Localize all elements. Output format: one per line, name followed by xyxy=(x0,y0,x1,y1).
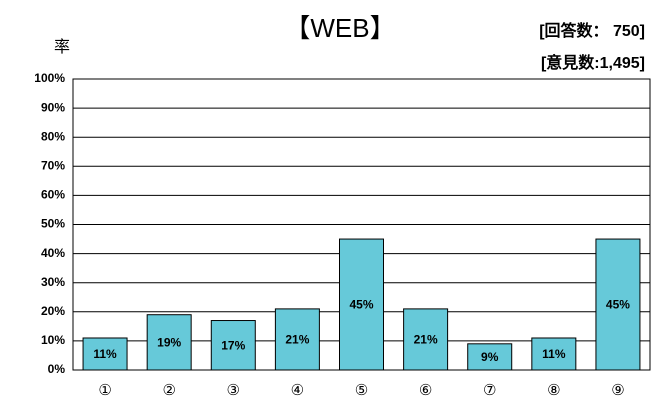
value-label: 11% xyxy=(542,347,566,361)
y-tick-label: 0% xyxy=(48,362,66,376)
bar xyxy=(403,308,449,371)
y-tick-label: 60% xyxy=(41,188,65,202)
y-axis-label: 率 xyxy=(54,38,70,56)
y-tick-label: 70% xyxy=(41,158,65,172)
y-tick-label: 50% xyxy=(41,217,65,231)
y-tick-label: 80% xyxy=(41,129,65,143)
value-label: 17% xyxy=(221,338,245,352)
x-tick-label: ⑨ xyxy=(611,382,624,399)
y-tick-label: 20% xyxy=(41,304,65,318)
chart-title: 【WEB】 xyxy=(284,13,395,43)
annotation: [回答数： 750] xyxy=(539,21,645,40)
x-tick-label: ⑤ xyxy=(355,382,368,399)
value-label: 19% xyxy=(157,336,181,350)
x-tick-label: ① xyxy=(98,382,111,399)
bar xyxy=(146,314,192,371)
y-tick-label: 100% xyxy=(34,71,65,85)
y-tick-label: 40% xyxy=(41,246,65,260)
x-tick-label: ⑥ xyxy=(419,382,432,399)
value-label: 11% xyxy=(93,347,117,361)
value-label: 9% xyxy=(481,350,499,364)
bar xyxy=(210,320,256,371)
x-tick-label: ⑧ xyxy=(547,382,560,399)
value-label: 21% xyxy=(414,333,438,347)
bar xyxy=(274,308,320,371)
bar xyxy=(339,238,384,371)
value-label: 45% xyxy=(349,298,373,312)
bar xyxy=(467,343,513,371)
bar xyxy=(531,337,577,371)
y-tick-label: 30% xyxy=(41,275,65,289)
bar xyxy=(82,337,128,371)
y-tick-label: 90% xyxy=(41,100,65,114)
y-tick-label: 10% xyxy=(41,333,65,347)
x-tick-label: ④ xyxy=(291,382,304,399)
value-label: 45% xyxy=(606,298,630,312)
annotation: [意見数:1,495] xyxy=(541,53,645,72)
value-label: 21% xyxy=(285,333,309,347)
x-tick-label: ③ xyxy=(227,382,240,399)
x-tick-label: ② xyxy=(162,382,175,399)
x-tick-label: ⑦ xyxy=(483,382,496,399)
bar xyxy=(595,238,641,371)
